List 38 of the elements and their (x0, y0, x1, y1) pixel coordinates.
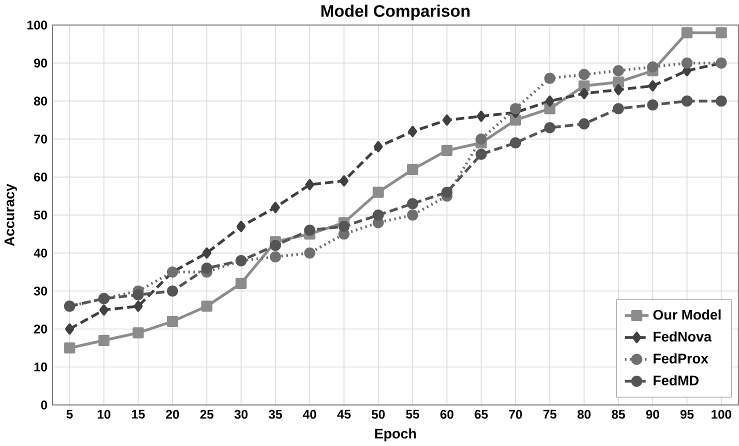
x-tick-label: 25 (200, 410, 214, 419)
x-tick-label: 40 (302, 410, 316, 419)
y-tick-label: 60 (34, 172, 48, 182)
x-tick-label: 30 (234, 410, 248, 419)
legend-label: FedProx (654, 353, 708, 364)
x-tick-label: 20 (166, 410, 179, 419)
x-tick-label: 90 (646, 410, 660, 419)
y-tick-label: 100 (27, 20, 48, 30)
x-tick-label: 15 (132, 410, 145, 419)
chart-title: Model Comparison (321, 4, 470, 20)
x-tick-label: 50 (372, 410, 385, 419)
y-tick-label: 70 (34, 134, 48, 144)
y-tick-label: 80 (34, 96, 48, 106)
x-tick-label: 80 (578, 410, 591, 419)
x-tick-label: 70 (509, 410, 522, 419)
y-tick-label: 10 (34, 362, 48, 372)
y-tick-label: 0 (41, 400, 48, 410)
x-tick-label: 100 (712, 410, 732, 419)
legend-label: FedMD (654, 375, 699, 386)
x-tick-label: 60 (440, 410, 454, 419)
x-tick-label: 65 (474, 410, 488, 419)
legend-label: Our Model (653, 309, 721, 320)
y-tick-label: 50 (34, 210, 48, 220)
x-tick-label: 45 (337, 410, 351, 419)
y-tick-label: 30 (34, 286, 48, 296)
y-tick-label: 20 (34, 324, 48, 334)
x-tick-label: 10 (98, 410, 110, 419)
x-tick-label: 55 (406, 410, 420, 419)
legend-label: FedNova (654, 331, 712, 342)
x-tick-label: 75 (543, 410, 556, 419)
x-tick-label: 95 (680, 410, 694, 419)
y-axis-title: Accuracy (4, 184, 18, 246)
y-tick-label: 90 (34, 58, 48, 68)
x-tick-label: 85 (612, 410, 626, 419)
x-tick-label: 35 (268, 410, 282, 419)
x-tick-label: 5 (66, 410, 73, 419)
y-tick-label: 40 (34, 248, 48, 258)
x-axis-title: Epoch (375, 428, 416, 442)
